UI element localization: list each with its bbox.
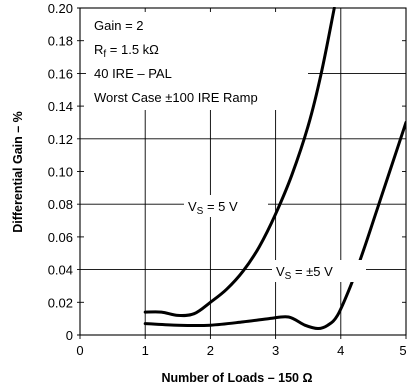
series-label-bg-pm5v <box>272 260 366 282</box>
y-tick-label: 0 <box>66 328 73 343</box>
y-tick-label: 0.08 <box>48 197 73 212</box>
y-tick-label: 0.20 <box>48 1 73 16</box>
tick-labels: 0 1 2 3 4 5 0 0.02 0.04 0.06 0.08 0.10 0.12 0.14 0.16 0… <box>48 1 407 358</box>
x-tick-label: 0 <box>76 343 83 358</box>
series-line-vs-pm5v <box>143 120 406 330</box>
ire-label: 40 IRE – PAL <box>94 66 172 81</box>
conditions-annotation: Gain = 2 Rf = 1.5 kΩ 40 IRE – PAL Worst … <box>94 18 258 105</box>
series-label-5v-rest: = 5 V <box>203 199 238 214</box>
series-label-5v-sub: S <box>197 206 204 217</box>
plot-frame <box>79 7 407 336</box>
x-tick-label: 4 <box>337 343 344 358</box>
y-tick-label: 0.12 <box>48 132 73 147</box>
series-label-5v: VS = 5 V <box>188 199 238 217</box>
y-tick-label: 0.06 <box>48 230 73 245</box>
series-label-bg-5v <box>184 195 268 217</box>
y-tick-label: 0.04 <box>48 263 73 278</box>
gain-label: Gain = 2 <box>94 18 144 33</box>
x-tick-label: 2 <box>207 343 214 358</box>
rf-label: Rf = 1.5 kΩ <box>94 42 159 60</box>
x-axis-title: Number of Loads – 150 Ω <box>161 371 312 385</box>
y-tick-label: 0.10 <box>48 165 73 180</box>
rf-value: = 1.5 kΩ <box>106 42 159 57</box>
series-label-pm5v-v: V <box>276 264 285 279</box>
worst-case-label: Worst Case ±100 IRE Ramp <box>94 90 258 105</box>
series-lines <box>143 7 406 330</box>
rf-symbol: R <box>94 42 103 57</box>
x-tick-label: 1 <box>142 343 149 358</box>
series-label-pm5v: VS = ±5 V <box>276 264 333 282</box>
series-label-pm5v-sub: S <box>285 271 292 282</box>
series-label-pm5v-rest: = ±5 V <box>291 264 333 279</box>
x-tick-label: 3 <box>272 343 279 358</box>
y-tick-label: 0.02 <box>48 295 73 310</box>
conditions-box <box>86 12 308 110</box>
y-axis-title: Differential Gain – % <box>11 111 25 233</box>
series-labels: VS = 5 V VS = ±5 V <box>184 195 366 282</box>
x-tick-label: 5 <box>399 343 406 358</box>
series-line-vs-5v <box>143 7 336 318</box>
y-tick-label: 0.16 <box>48 66 73 81</box>
rf-subscript: f <box>103 49 106 60</box>
y-tick-label: 0.18 <box>48 34 73 49</box>
series-label-5v-v: V <box>188 199 197 214</box>
y-tick-label: 0.14 <box>48 99 73 114</box>
